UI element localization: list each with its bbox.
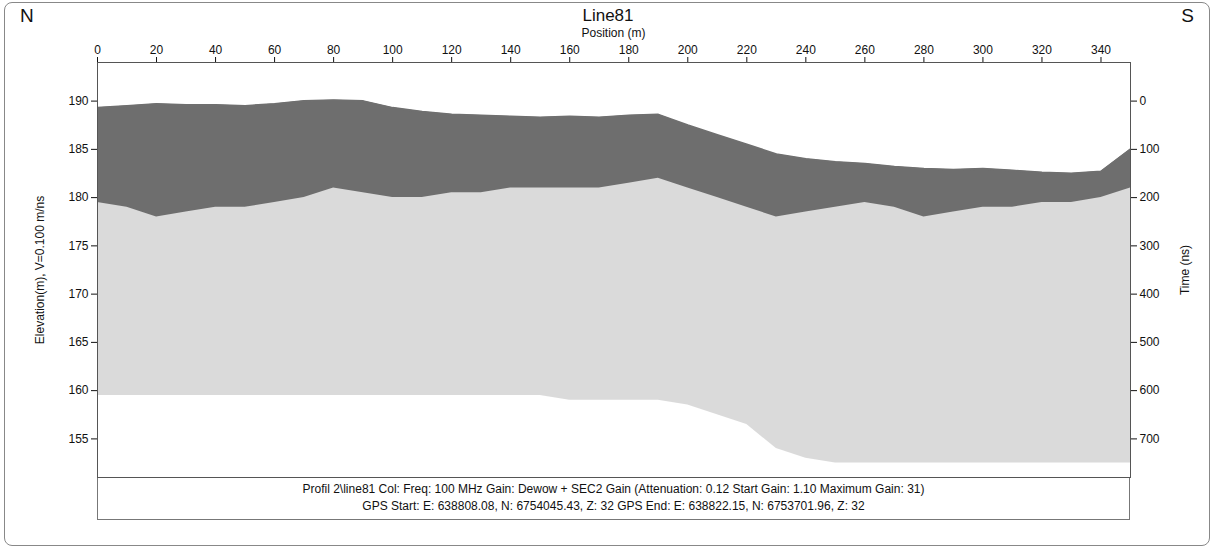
svg-text:Time (ns): Time (ns) bbox=[1178, 245, 1192, 295]
svg-text:190: 190 bbox=[68, 94, 88, 108]
svg-text:0: 0 bbox=[1140, 94, 1147, 108]
svg-text:100: 100 bbox=[383, 43, 403, 57]
svg-text:160: 160 bbox=[560, 43, 580, 57]
svg-text:80: 80 bbox=[327, 43, 341, 57]
svg-text:0: 0 bbox=[94, 43, 101, 57]
svg-text:160: 160 bbox=[68, 383, 88, 397]
svg-text:200: 200 bbox=[1140, 190, 1160, 204]
svg-text:60: 60 bbox=[268, 43, 282, 57]
svg-text:165: 165 bbox=[68, 335, 88, 349]
svg-text:140: 140 bbox=[501, 43, 521, 57]
svg-text:185: 185 bbox=[68, 142, 88, 156]
svg-text:300: 300 bbox=[973, 43, 993, 57]
html-text:Profil 2\line81 Col: Freq: 100: Profil 2\line81 Col: Freq: 100 MHz Gain:… bbox=[302, 482, 925, 496]
svg-text:180: 180 bbox=[68, 190, 88, 204]
svg-text:155: 155 bbox=[68, 432, 88, 446]
svg-text:500: 500 bbox=[1140, 335, 1160, 349]
svg-text:340: 340 bbox=[1091, 43, 1111, 57]
svg-text:20: 20 bbox=[150, 43, 164, 57]
svg-text:320: 320 bbox=[1032, 43, 1052, 57]
html-text:GPS Start: E: 638808.08, N: 67: GPS Start: E: 638808.08, N: 6754045.43, … bbox=[362, 499, 865, 513]
svg-text:240: 240 bbox=[796, 43, 816, 57]
svg-text:40: 40 bbox=[209, 43, 223, 57]
svg-text:400: 400 bbox=[1140, 287, 1160, 301]
html-text:Line81: Line81 bbox=[582, 6, 634, 25]
svg-text:120: 120 bbox=[442, 43, 462, 57]
svg-text:280: 280 bbox=[914, 43, 934, 57]
html-text:S: S bbox=[1181, 5, 1194, 26]
html-text:Position (m): Position (m) bbox=[581, 26, 646, 40]
svg-text:300: 300 bbox=[1140, 239, 1160, 253]
svg-text:175: 175 bbox=[68, 239, 88, 253]
svg-text:100: 100 bbox=[1140, 142, 1160, 156]
svg-text:700: 700 bbox=[1140, 432, 1160, 446]
html-text:N: N bbox=[20, 5, 34, 26]
svg-text:260: 260 bbox=[855, 43, 875, 57]
svg-text:600: 600 bbox=[1140, 383, 1160, 397]
svg-text:220: 220 bbox=[737, 43, 757, 57]
svg-text:170: 170 bbox=[68, 287, 88, 301]
svg-text:180: 180 bbox=[619, 43, 639, 57]
svg-text:Elevation(m), V=0.100 m/ns: Elevation(m), V=0.100 m/ns bbox=[33, 196, 47, 344]
svg-text:200: 200 bbox=[678, 43, 698, 57]
